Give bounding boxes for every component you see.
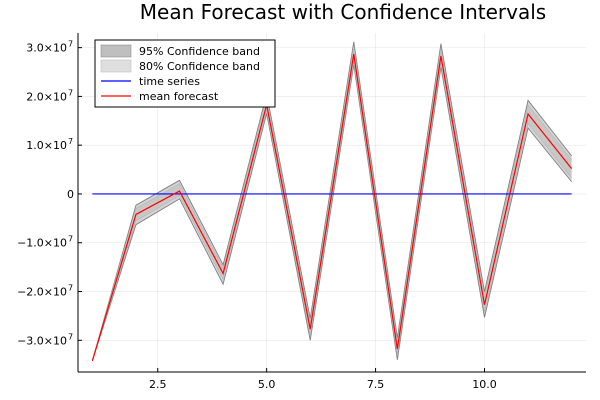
x-tick-label-0: 2.5 (149, 378, 167, 391)
band-lower-edge-1 (92, 60, 572, 361)
chart-title: Mean Forecast with Confidence Intervals (140, 0, 546, 24)
y-tick-exponent-1: 7 (68, 284, 73, 293)
y-tick-label-2: −1.0×10 (17, 237, 67, 250)
y-tick-exponent-0: 7 (68, 332, 73, 341)
y-tick-exponent-4: 7 (68, 137, 73, 146)
y-tick-exponent-6: 7 (68, 40, 73, 49)
legend-label-3: mean forecast (139, 90, 219, 103)
series-line-1 (91, 53, 573, 361)
y-tick-label-0: −3.0×10 (17, 334, 67, 347)
y-tick-label-6: 3.0×10 (26, 42, 67, 55)
legend-swatch-0 (100, 44, 132, 58)
x-tick-label-3: 10.0 (472, 378, 497, 391)
x-tick-label-1: 5.0 (258, 378, 276, 391)
series-lines (91, 53, 573, 361)
band-upper-edge-0 (91, 41, 572, 361)
legend-label-1: 80% Confidence band (139, 60, 260, 73)
legend-swatch-1 (100, 59, 132, 73)
x-tick-label-2: 7.5 (367, 378, 385, 391)
band-upper-edge-1 (92, 46, 572, 361)
y-tick-exponent-2: 7 (68, 235, 73, 244)
y-tick-label-3: 0 (67, 188, 74, 201)
legend-label-0: 95% Confidence band (139, 45, 260, 58)
axes: 2.5 5.0 7.5 10.0−3.0×10 7−2.0×10 7−1.0×10 701.… (17, 33, 586, 391)
y-tick-label-1: −2.0×10 (17, 286, 67, 299)
y-tick-label-5: 2.0×10 (26, 90, 67, 103)
legend-label-2: time series (139, 75, 200, 88)
y-tick-label-4: 1.0×10 (26, 139, 67, 152)
legend: 95% Confidence band 80% Confidence band ti… (94, 39, 276, 108)
band-lower-edge-0 (91, 64, 572, 361)
y-tick-exponent-5: 7 (68, 88, 73, 97)
